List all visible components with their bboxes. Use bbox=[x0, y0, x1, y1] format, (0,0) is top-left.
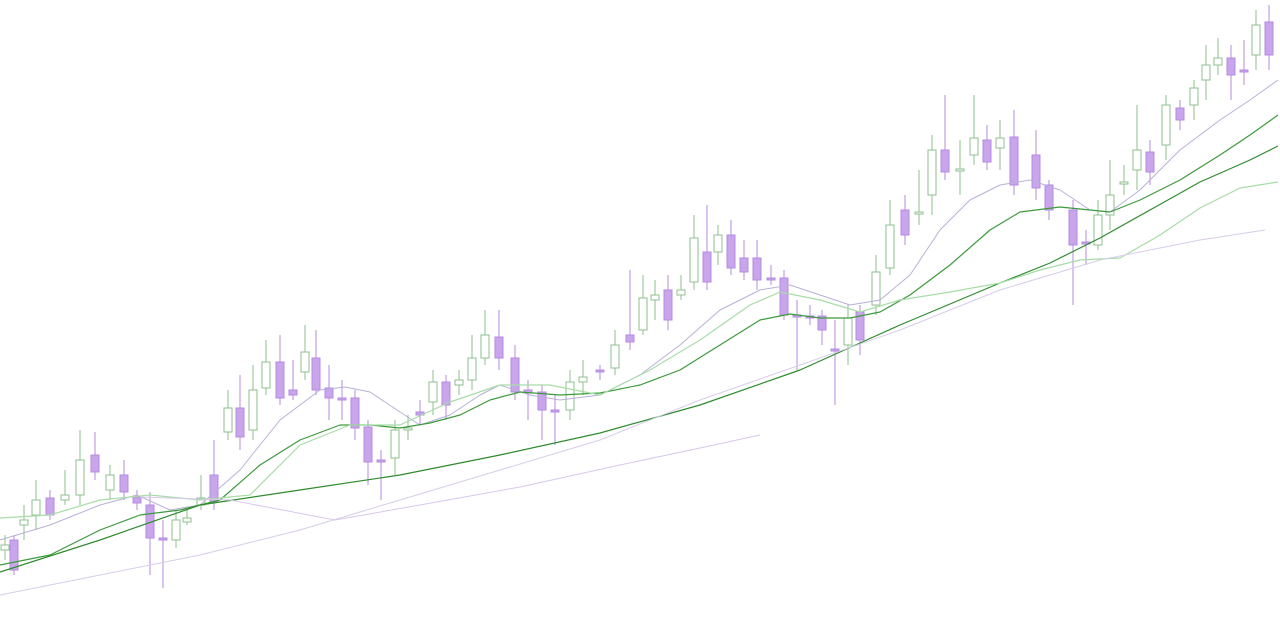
candle-body bbox=[663, 289, 673, 321]
candle-body bbox=[261, 361, 271, 389]
candle-body bbox=[726, 234, 736, 269]
candle-body bbox=[1226, 57, 1236, 76]
moving-average-line bbox=[0, 114, 1279, 566]
candle-body bbox=[885, 224, 895, 269]
candle-body bbox=[1201, 64, 1211, 81]
candle-body bbox=[480, 334, 490, 359]
candle-body bbox=[982, 139, 992, 163]
candle-body bbox=[752, 257, 762, 281]
candle-body bbox=[650, 294, 660, 301]
candle-body bbox=[350, 397, 360, 429]
candle-body bbox=[119, 474, 129, 493]
candle-body bbox=[1145, 151, 1155, 173]
candle-body bbox=[1068, 209, 1078, 246]
candles bbox=[0, 5, 1274, 588]
candle-body bbox=[1105, 194, 1115, 216]
moving-average-line bbox=[139, 434, 761, 521]
candle-body bbox=[403, 427, 413, 431]
candle-body bbox=[595, 369, 605, 373]
candle-body bbox=[914, 211, 924, 215]
candle-body bbox=[638, 297, 648, 331]
moving-average-line bbox=[0, 181, 1279, 519]
candle-body bbox=[182, 517, 192, 523]
candle-body bbox=[45, 497, 55, 516]
candle-body bbox=[376, 459, 386, 463]
candle-body bbox=[19, 519, 29, 526]
candle-body bbox=[1189, 87, 1199, 106]
candle-body bbox=[940, 149, 950, 173]
candle-body bbox=[676, 289, 686, 296]
candle-body bbox=[31, 499, 41, 516]
candle-body bbox=[537, 391, 547, 411]
candle-body bbox=[494, 336, 504, 359]
candle-body bbox=[830, 348, 840, 352]
candle-body bbox=[739, 257, 749, 273]
candle-body bbox=[1132, 149, 1142, 171]
candle-body bbox=[300, 351, 310, 373]
candle-body bbox=[969, 137, 979, 156]
candle-body bbox=[610, 344, 620, 369]
candle-body bbox=[955, 168, 965, 172]
candle-body bbox=[713, 234, 723, 253]
candle-body bbox=[995, 137, 1005, 149]
candle-body bbox=[132, 496, 142, 504]
candle-body bbox=[454, 379, 464, 386]
candle-body bbox=[817, 315, 827, 331]
candle-body bbox=[510, 357, 520, 393]
candle-body bbox=[927, 149, 937, 196]
candle-body bbox=[1175, 107, 1185, 121]
candle-body bbox=[1161, 104, 1171, 146]
candle-body bbox=[75, 459, 85, 496]
candle-body bbox=[337, 397, 347, 401]
candle-body bbox=[702, 251, 712, 283]
moving-average-line bbox=[0, 145, 1279, 573]
candle-body bbox=[288, 389, 298, 396]
candle-body bbox=[565, 381, 575, 411]
candle-body bbox=[689, 237, 699, 283]
candle-body bbox=[900, 209, 910, 236]
candle-body bbox=[235, 407, 245, 438]
candle-body bbox=[843, 317, 853, 346]
candle-body bbox=[1044, 184, 1054, 211]
candle-body bbox=[275, 361, 285, 399]
candle-body bbox=[1264, 21, 1274, 56]
candle-body bbox=[428, 381, 438, 403]
candle-body bbox=[779, 277, 789, 316]
candle-body bbox=[9, 539, 19, 571]
candle-body bbox=[1119, 181, 1129, 185]
candle-body bbox=[248, 389, 258, 431]
candle-body bbox=[363, 426, 373, 463]
candle-body bbox=[0, 544, 10, 551]
candle-body bbox=[578, 376, 588, 383]
candle-body bbox=[625, 334, 635, 343]
moving-average-line bbox=[0, 79, 1279, 541]
candle-body bbox=[871, 271, 881, 306]
candle-body bbox=[158, 537, 168, 541]
candle-body bbox=[766, 277, 776, 281]
candle-body bbox=[1251, 24, 1261, 56]
candle-body bbox=[1239, 69, 1249, 73]
candle-body bbox=[1031, 154, 1041, 189]
candle-body bbox=[1093, 214, 1103, 246]
candle-body bbox=[441, 381, 451, 406]
candle-body bbox=[550, 409, 560, 413]
candle-body bbox=[467, 357, 477, 381]
candle-body bbox=[90, 454, 100, 473]
candle-body bbox=[105, 474, 115, 491]
candle-body bbox=[171, 519, 181, 541]
candle-body bbox=[1213, 57, 1223, 66]
candle-body bbox=[1009, 136, 1019, 186]
candle-body bbox=[390, 429, 400, 459]
candle-body bbox=[60, 494, 70, 501]
candle-body bbox=[311, 357, 321, 391]
candle-body bbox=[223, 407, 233, 433]
moving-average-line bbox=[0, 229, 1266, 596]
candle-body bbox=[324, 387, 334, 399]
